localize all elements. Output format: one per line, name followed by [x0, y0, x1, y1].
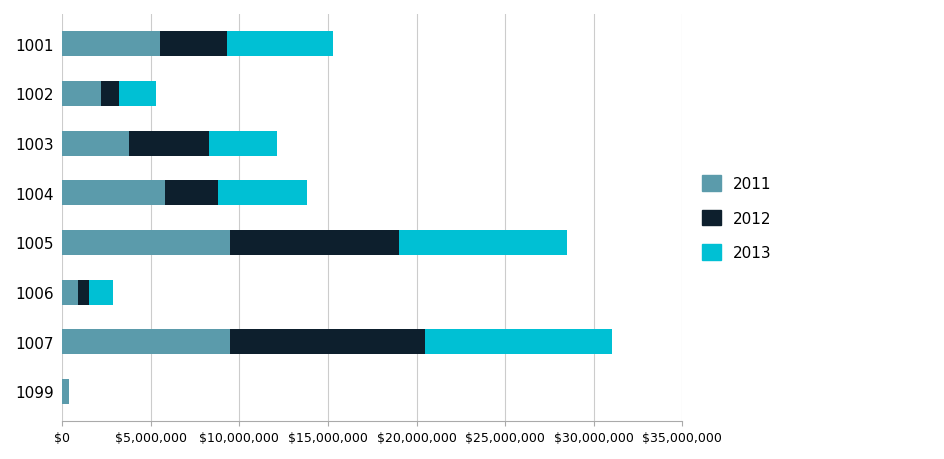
- Bar: [209, 131, 277, 156]
- Bar: [101, 82, 119, 106]
- Bar: [62, 230, 230, 255]
- Bar: [129, 131, 209, 156]
- Bar: [62, 330, 230, 354]
- Legend: 2011, 2012, 2013: 2011, 2012, 2013: [696, 170, 777, 267]
- Bar: [62, 181, 164, 206]
- Bar: [62, 82, 101, 106]
- Bar: [398, 230, 566, 255]
- Bar: [62, 32, 160, 57]
- Bar: [230, 330, 425, 354]
- Bar: [62, 379, 69, 404]
- Bar: [89, 280, 113, 305]
- Bar: [164, 181, 218, 206]
- Bar: [230, 230, 398, 255]
- Bar: [62, 131, 129, 156]
- Bar: [227, 32, 333, 57]
- Bar: [78, 280, 89, 305]
- Bar: [62, 280, 78, 305]
- Bar: [160, 32, 227, 57]
- Bar: [218, 181, 307, 206]
- Bar: [425, 330, 611, 354]
- Bar: [119, 82, 156, 106]
